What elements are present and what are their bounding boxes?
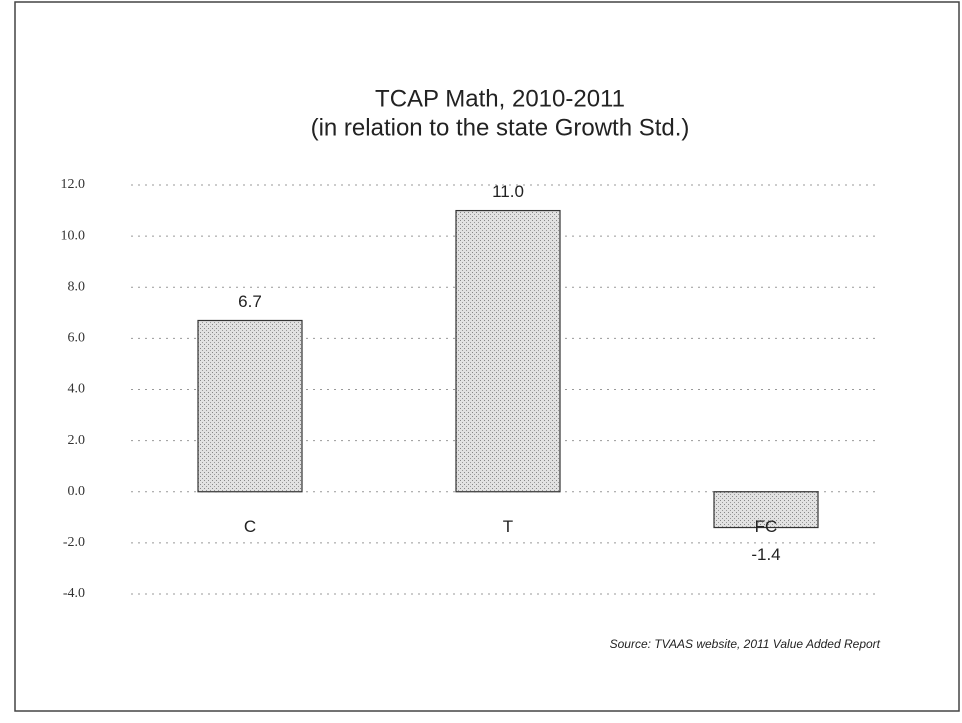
y-tick-label: -4.0 <box>63 586 85 601</box>
value-label: 11.0 <box>492 182 524 201</box>
y-tick-label: 6.0 <box>68 331 86 346</box>
value-label: -1.4 <box>751 545 780 564</box>
source-note: Source: TVAAS website, 2011 Value Added … <box>610 637 881 651</box>
chart-title: TCAP Math, 2010-2011 <box>375 85 625 112</box>
y-tick-label: 2.0 <box>68 433 86 448</box>
y-tick-label: 0.0 <box>68 484 86 499</box>
value-label: 6.7 <box>238 292 262 311</box>
y-tick-label: 8.0 <box>68 279 86 294</box>
x-tick-label: C <box>244 517 256 536</box>
x-tick-label: FC <box>755 517 778 536</box>
y-tick-label: -2.0 <box>63 535 85 550</box>
y-tick-label: 12.0 <box>61 177 86 192</box>
y-tick-label: 4.0 <box>68 382 86 397</box>
bar <box>197 319 303 493</box>
y-tick-label: 10.0 <box>61 228 86 243</box>
bar <box>713 491 819 529</box>
chart-subtitle: (in relation to the state Growth Std.) <box>311 114 690 141</box>
x-tick-label: T <box>503 517 513 536</box>
bar <box>455 209 561 493</box>
frame <box>14 1 960 712</box>
